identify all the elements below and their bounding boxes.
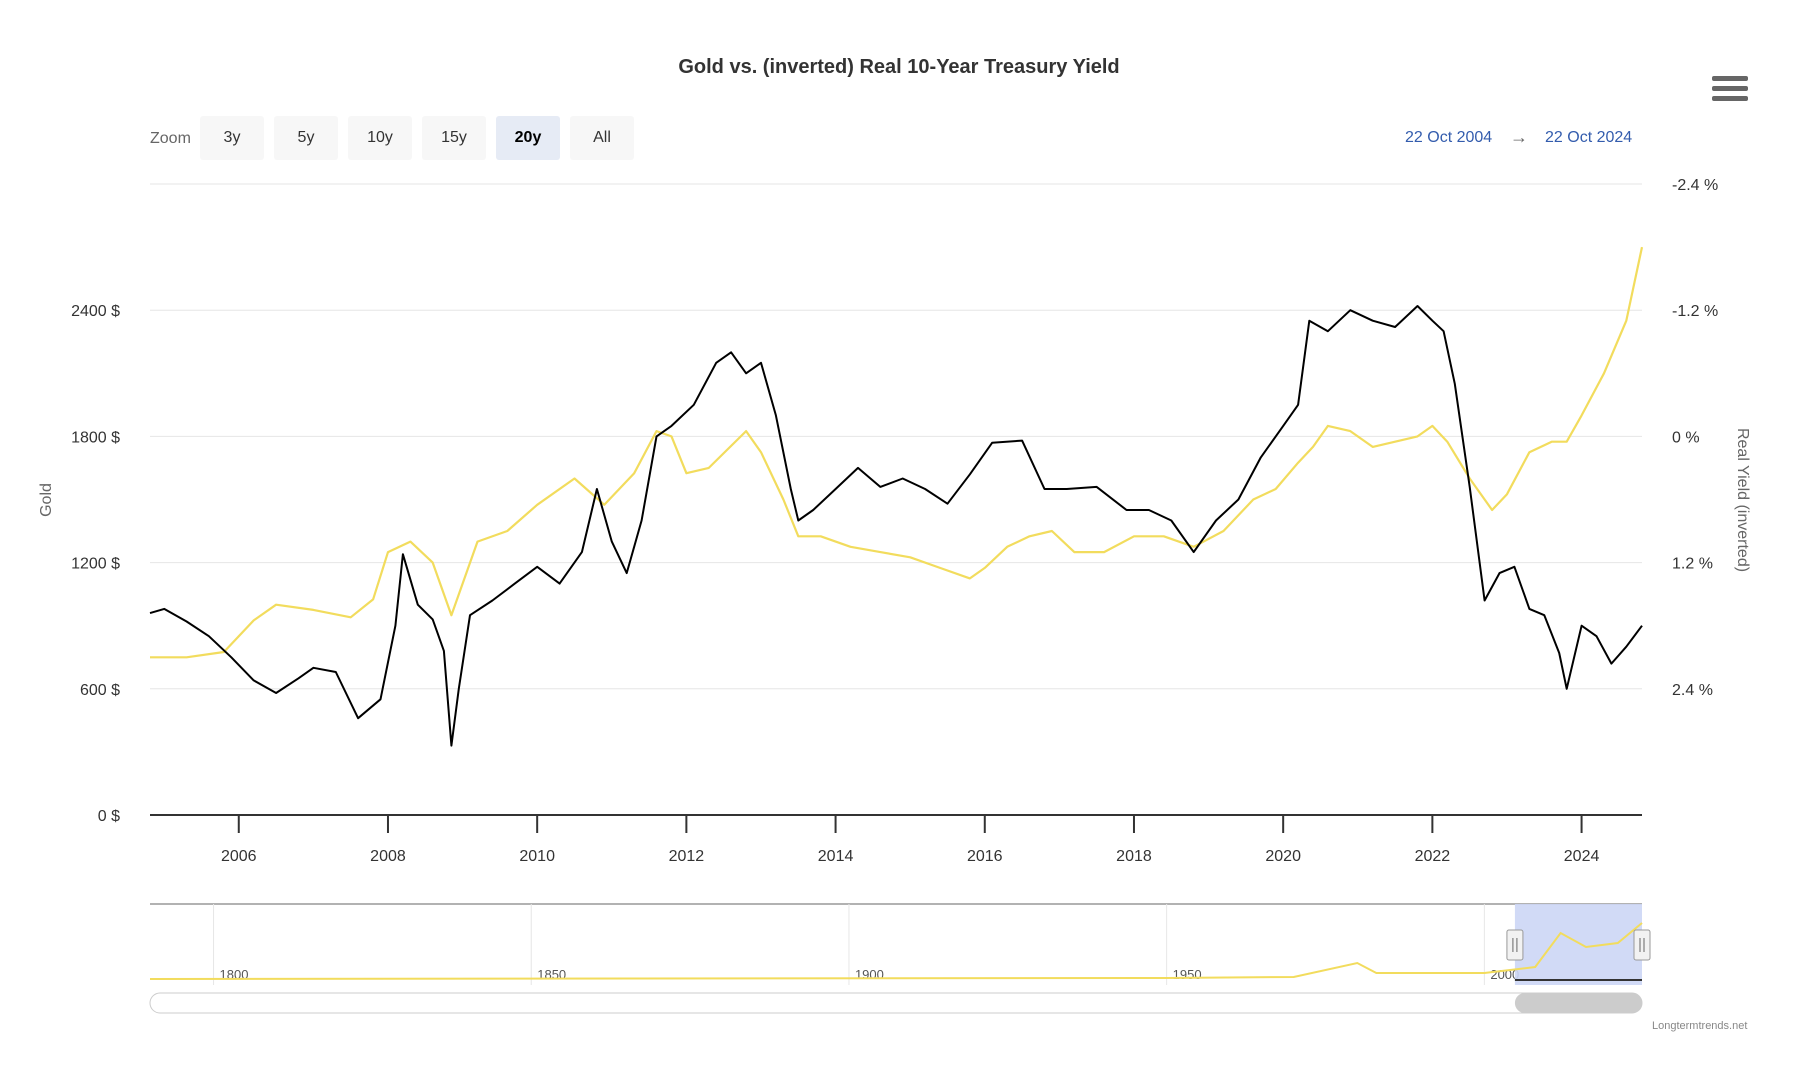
x-tick-label: 2016 <box>967 848 1003 865</box>
range-to-input[interactable]: 22 Oct 2024 <box>1545 129 1633 146</box>
navigator-year-label: 1900 <box>855 967 884 982</box>
zoom-10y-button[interactable]: 10y <box>348 116 412 160</box>
gold-series-line <box>149 305 1643 747</box>
y-axis-left: 0 $ 600 $ 1200 $ 1800 $ 2400 $ <box>71 303 120 825</box>
zoom-all-button[interactable]: All <box>570 116 634 160</box>
grid-lines <box>150 183 1642 690</box>
y-axis-right: 2.4 % 1.2 % 0 % -1.2 % -2.4 % <box>1672 177 1718 699</box>
navigator-selection[interactable] <box>1514 904 1642 985</box>
real-yield-series-line <box>150 246 1644 659</box>
x-tick-label: 2018 <box>1116 848 1152 865</box>
y-left-tick-label: 1800 $ <box>71 429 120 446</box>
zoom-15y-button[interactable]: 15y <box>422 116 486 160</box>
range-arrow: → <box>1510 127 1528 147</box>
x-axis: 2006 2008 2010 2012 2014 2016 2018 2020 2022 2024 <box>150 814 1642 865</box>
y-left-tick-label: 600 $ <box>80 682 120 699</box>
y-left-tick-label: 1200 $ <box>71 556 120 573</box>
y-axis-right-title: Real Yield (inverted) <box>1734 428 1751 572</box>
y-right-tick-label: 2.4 % <box>1672 682 1713 699</box>
zoom-5y-button[interactable]: 5y <box>274 116 338 160</box>
y-right-tick-label: -2.4 % <box>1672 177 1718 194</box>
credit-link[interactable]: Longtermtrends.net <box>1652 1020 1748 1032</box>
x-tick-label: 2012 <box>669 848 705 865</box>
chart-title: Gold vs. (inverted) Real 10-Year Treasur… <box>678 56 1120 78</box>
y-right-tick-label: 1.2 % <box>1672 556 1713 573</box>
x-tick-label: 2008 <box>370 848 406 865</box>
navigator-scrollbar-thumb[interactable] <box>1514 993 1642 1013</box>
x-tick-label: 2024 <box>1564 848 1600 865</box>
navigator-scrollbar-track[interactable] <box>149 992 1643 1014</box>
range-from-input[interactable]: 22 Oct 2004 <box>1405 129 1493 146</box>
navigator-right-handle[interactable] <box>1633 929 1651 961</box>
x-tick-label: 2014 <box>818 848 854 865</box>
x-tick-label: 2020 <box>1265 848 1301 865</box>
x-tick-label: 2006 <box>221 848 257 865</box>
zoom-3y-button[interactable]: 3y <box>200 116 264 160</box>
navigator-left-handle[interactable] <box>1506 929 1524 961</box>
hamburger-menu-icon[interactable] <box>1712 76 1748 106</box>
x-tick-label: 2010 <box>519 848 555 865</box>
navigator-series-line <box>149 922 1643 980</box>
y-axis-left-title: Gold <box>38 483 55 517</box>
series-group <box>149 246 1644 747</box>
zoom-20y-button[interactable]: 20y <box>496 116 560 160</box>
y-right-tick-label: 0 % <box>1672 429 1700 446</box>
zoom-label: Zoom <box>150 130 191 147</box>
x-tick-label: 2022 <box>1415 848 1451 865</box>
y-right-tick-label: -1.2 % <box>1672 303 1718 320</box>
y-left-tick-label: 2400 $ <box>71 303 120 320</box>
navigator-year-label: 1950 <box>1173 967 1202 982</box>
navigator: 1800 1850 1900 1950 2000 <box>149 903 1651 1014</box>
y-left-tick-label: 0 $ <box>98 808 120 825</box>
navigator-year-label: 1850 <box>537 967 566 982</box>
